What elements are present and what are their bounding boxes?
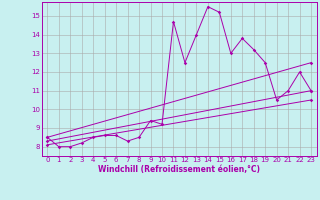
X-axis label: Windchill (Refroidissement éolien,°C): Windchill (Refroidissement éolien,°C) [98, 165, 260, 174]
